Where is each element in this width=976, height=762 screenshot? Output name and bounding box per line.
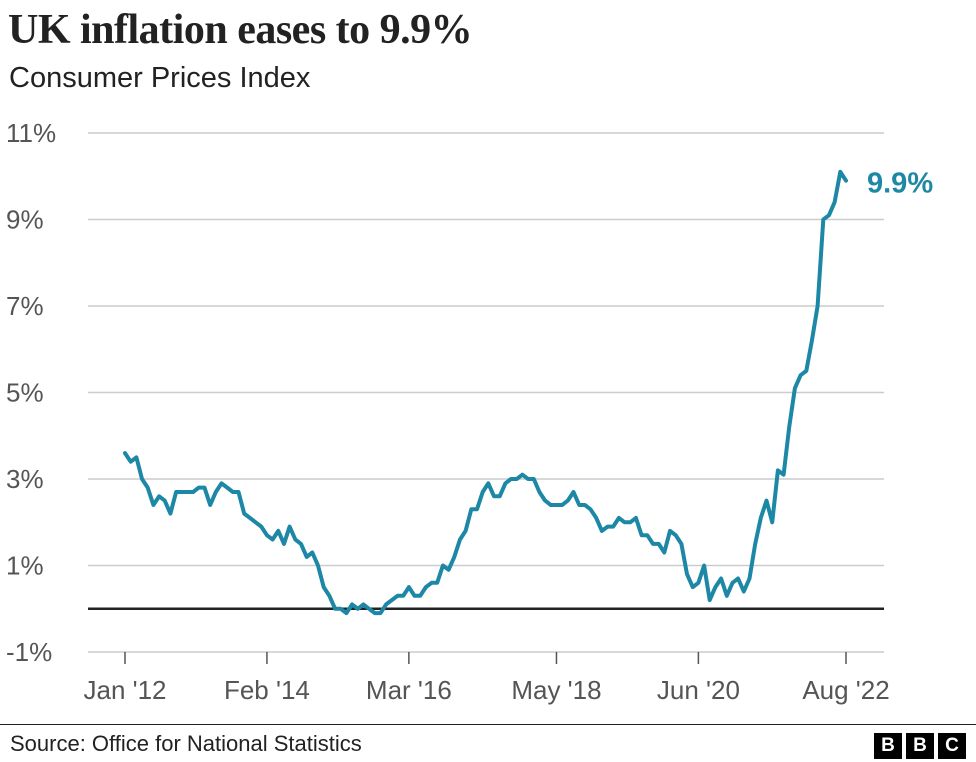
y-tick-label: 3% (6, 464, 44, 494)
chart-title: UK inflation eases to 9.9% (8, 7, 473, 53)
x-tick-label: Jun '20 (657, 675, 740, 705)
bbc-logo: B B C (874, 733, 966, 759)
x-axis: Jan '12 Feb '14 Mar '16 May '18 Jun '20 Aug '… (83, 652, 890, 705)
y-tick-label: 5% (6, 378, 44, 408)
gridlines (88, 132, 884, 653)
chart-subtitle: Consumer Prices Index (9, 62, 311, 94)
end-value-label: 9.9% (867, 168, 933, 200)
x-tick-label: Mar '16 (366, 675, 452, 705)
x-tick-label: May '18 (511, 675, 601, 705)
x-tick-label: Aug '22 (802, 675, 889, 705)
x-tick-label: Feb '14 (224, 675, 310, 705)
cpi-series-line (123, 169, 848, 616)
y-tick-label: 11% (6, 118, 56, 148)
logo-letter: C (938, 733, 966, 759)
y-tick-label: 7% (6, 291, 44, 321)
line-chart: -1% 1% 3% 5% 7% 9% 11% Jan '12 Feb '14 Mar '16 Ma… (6, 118, 933, 705)
y-tick-label: -1% (6, 637, 52, 667)
footer-divider (0, 724, 976, 725)
y-axis-labels: -1% 1% 3% 5% 7% 9% 11% (6, 118, 56, 667)
y-tick-label: 1% (6, 551, 44, 581)
x-tick-label: Jan '12 (83, 675, 166, 705)
y-tick-label: 9% (6, 205, 44, 235)
source-note: Source: Office for National Statistics (10, 731, 362, 756)
logo-letter: B (874, 733, 902, 759)
series-layer (123, 169, 848, 616)
logo-letter: B (906, 733, 934, 759)
